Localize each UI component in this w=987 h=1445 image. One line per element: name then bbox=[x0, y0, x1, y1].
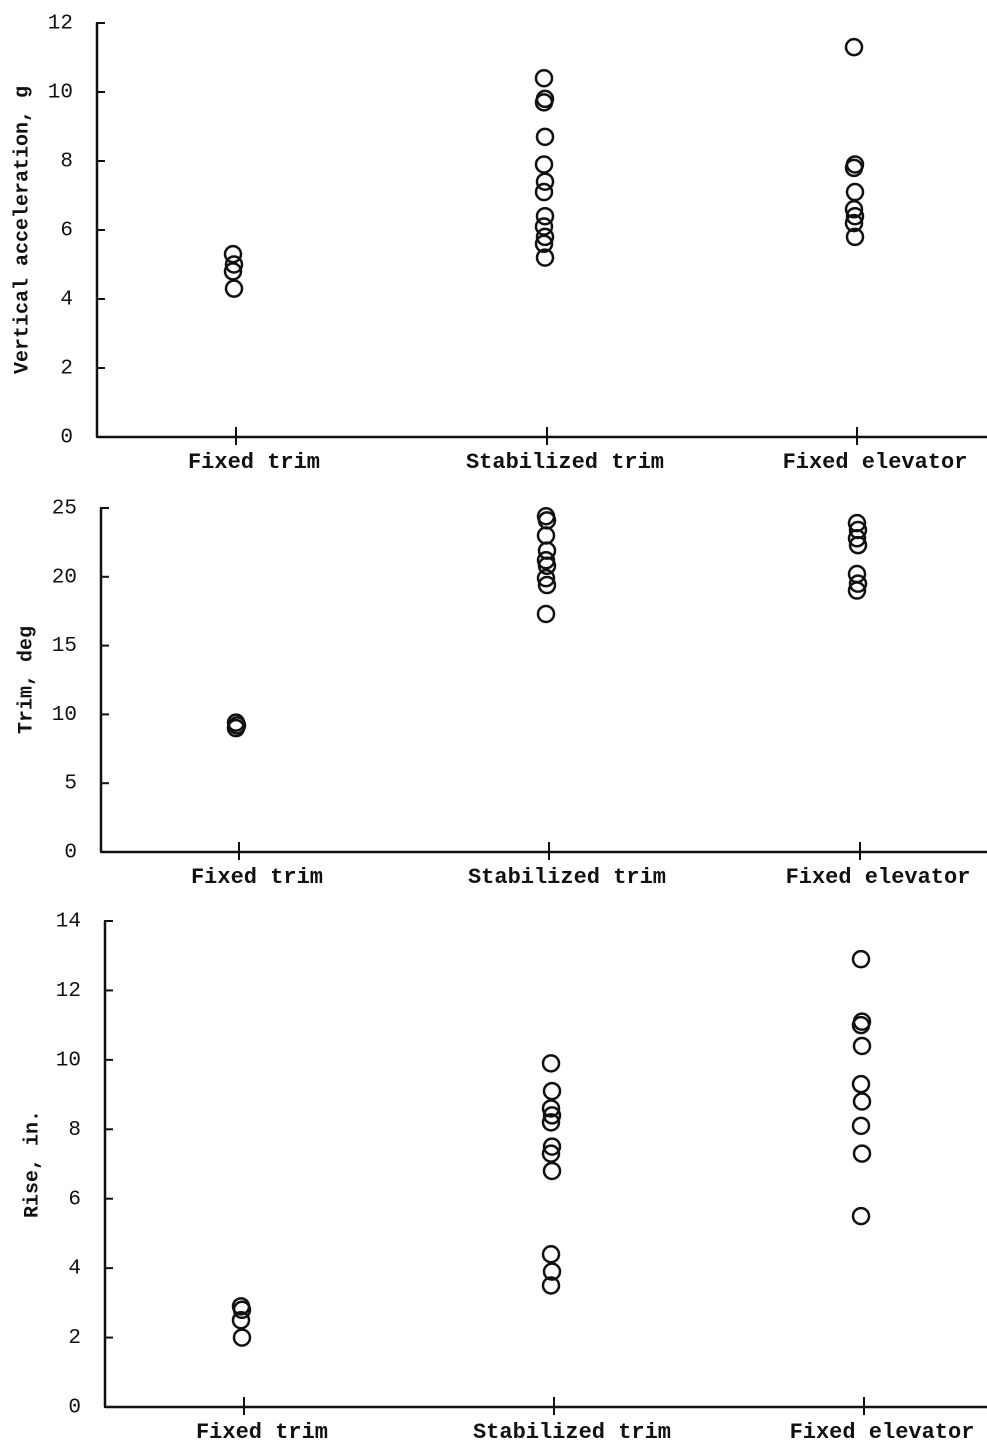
y-tick-label: 6 bbox=[68, 1188, 81, 1211]
y-axis-label: Rise, in. bbox=[21, 1110, 44, 1218]
data-point bbox=[851, 949, 871, 969]
y-tick-label: 15 bbox=[52, 635, 77, 658]
y-tick-label: 25 bbox=[52, 498, 77, 521]
data-point bbox=[534, 155, 554, 174]
y-tick-label: 0 bbox=[60, 427, 73, 450]
data-point bbox=[541, 1054, 561, 1073]
data-point bbox=[851, 1074, 871, 1094]
data-point bbox=[232, 1300, 252, 1320]
data-point bbox=[541, 1276, 561, 1295]
data-point bbox=[535, 248, 555, 267]
data-point bbox=[845, 182, 865, 202]
x-tick-label: Fixed elevator bbox=[786, 865, 971, 890]
data-point bbox=[844, 213, 864, 233]
data-point bbox=[844, 158, 864, 178]
y-tick-label: 2 bbox=[68, 1327, 81, 1350]
data-point bbox=[226, 718, 246, 738]
y-tick-label: 12 bbox=[56, 980, 81, 1003]
x-tick-label: Stabilized trim bbox=[466, 450, 664, 475]
data-point bbox=[542, 1262, 562, 1281]
data-point bbox=[231, 1310, 251, 1330]
data-point bbox=[541, 1144, 561, 1163]
data-point bbox=[845, 206, 865, 226]
data-point bbox=[852, 1144, 872, 1163]
data-point bbox=[542, 1106, 562, 1125]
data-point bbox=[844, 200, 864, 219]
x-tick-label: Fixed trim bbox=[191, 865, 323, 890]
data-point bbox=[224, 279, 244, 298]
data-point bbox=[534, 234, 554, 254]
y-tick-label: 20 bbox=[52, 566, 77, 589]
data-point bbox=[232, 1328, 252, 1347]
y-tick-label: 0 bbox=[64, 842, 77, 865]
data-point bbox=[535, 172, 555, 191]
data-point bbox=[541, 1245, 561, 1264]
x-tick-label: Fixed elevator bbox=[790, 1420, 975, 1445]
x-tick-label: Stabilized trim bbox=[473, 1420, 671, 1445]
data-point bbox=[537, 575, 557, 595]
y-tick-label: 12 bbox=[48, 13, 73, 36]
y-tick-label: 4 bbox=[60, 289, 73, 312]
data-point bbox=[537, 556, 557, 576]
data-point bbox=[542, 1081, 562, 1101]
data-point bbox=[852, 1092, 872, 1111]
y-tick-label: 10 bbox=[56, 1049, 81, 1072]
x-tick-label: Fixed elevator bbox=[783, 450, 968, 475]
data-point bbox=[536, 604, 556, 624]
data-point bbox=[535, 127, 555, 147]
data-point bbox=[535, 206, 555, 226]
data-point bbox=[542, 1137, 562, 1156]
y-tick-label: 8 bbox=[60, 151, 73, 174]
y-tick-label: 0 bbox=[68, 1397, 81, 1420]
data-point bbox=[541, 1099, 561, 1118]
y-tick-label: 2 bbox=[60, 358, 73, 381]
data-point bbox=[844, 37, 864, 57]
data-point bbox=[847, 581, 867, 600]
y-tick-label: 4 bbox=[68, 1258, 81, 1281]
data-point bbox=[224, 255, 244, 274]
y-tick-label: 10 bbox=[48, 82, 73, 105]
y-tick-label: 8 bbox=[68, 1119, 81, 1142]
y-axis-label: Trim, deg bbox=[15, 626, 38, 734]
y-tick-label: 14 bbox=[56, 911, 81, 934]
data-point bbox=[223, 262, 243, 281]
data-point bbox=[541, 1113, 561, 1132]
x-tick-label: Fixed trim bbox=[196, 1420, 328, 1445]
data-point bbox=[534, 182, 554, 202]
y-tick-label: 10 bbox=[52, 704, 77, 727]
data-point bbox=[851, 1116, 871, 1136]
data-point bbox=[534, 93, 554, 112]
data-point bbox=[852, 1036, 872, 1056]
data-point bbox=[535, 227, 555, 247]
x-tick-label: Stabilized trim bbox=[468, 865, 666, 890]
data-point bbox=[536, 568, 556, 588]
data-point bbox=[845, 227, 865, 247]
y-axis-label: Vertical acceleration, g bbox=[11, 86, 34, 374]
x-tick-label: Fixed trim bbox=[188, 450, 320, 475]
data-point bbox=[848, 535, 868, 555]
data-point bbox=[534, 68, 554, 88]
data-point bbox=[851, 1206, 871, 1226]
data-point bbox=[851, 1015, 871, 1035]
y-tick-label: 5 bbox=[64, 773, 77, 796]
y-tick-label: 6 bbox=[60, 220, 73, 243]
data-point bbox=[542, 1161, 562, 1181]
data-point bbox=[536, 526, 556, 545]
data-point bbox=[848, 574, 868, 593]
data-point bbox=[847, 529, 867, 548]
